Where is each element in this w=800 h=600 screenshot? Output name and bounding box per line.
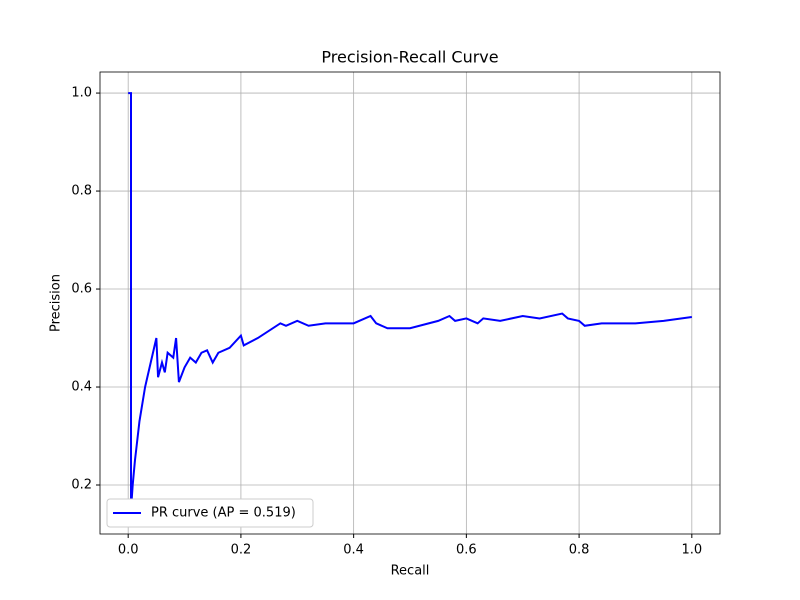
x-tick-label: 0.4 xyxy=(343,543,364,558)
plot-frame xyxy=(99,71,721,535)
x-tick-label: 1.0 xyxy=(681,543,702,558)
x-axis-label: Recall xyxy=(391,564,430,579)
pr-line xyxy=(128,92,692,510)
x-tick-label: 0.0 xyxy=(118,543,139,558)
x-tick-label: 0.6 xyxy=(456,543,477,558)
y-tick-label: 1.0 xyxy=(71,86,92,101)
legend-box xyxy=(106,498,314,528)
y-tick-label: 0.8 xyxy=(71,184,92,199)
legend-label: PR curve (AP = 0.519) xyxy=(151,506,296,521)
x-tick-label: 0.8 xyxy=(569,543,590,558)
y-tick-label: 0.2 xyxy=(71,478,92,493)
y-axis-label: Precision xyxy=(49,274,64,332)
y-tick-label: 0.6 xyxy=(71,282,92,297)
chart-title: Precision-Recall Curve xyxy=(321,48,498,67)
x-tick-label: 0.2 xyxy=(231,543,252,558)
y-tick-label: 0.4 xyxy=(71,380,92,395)
